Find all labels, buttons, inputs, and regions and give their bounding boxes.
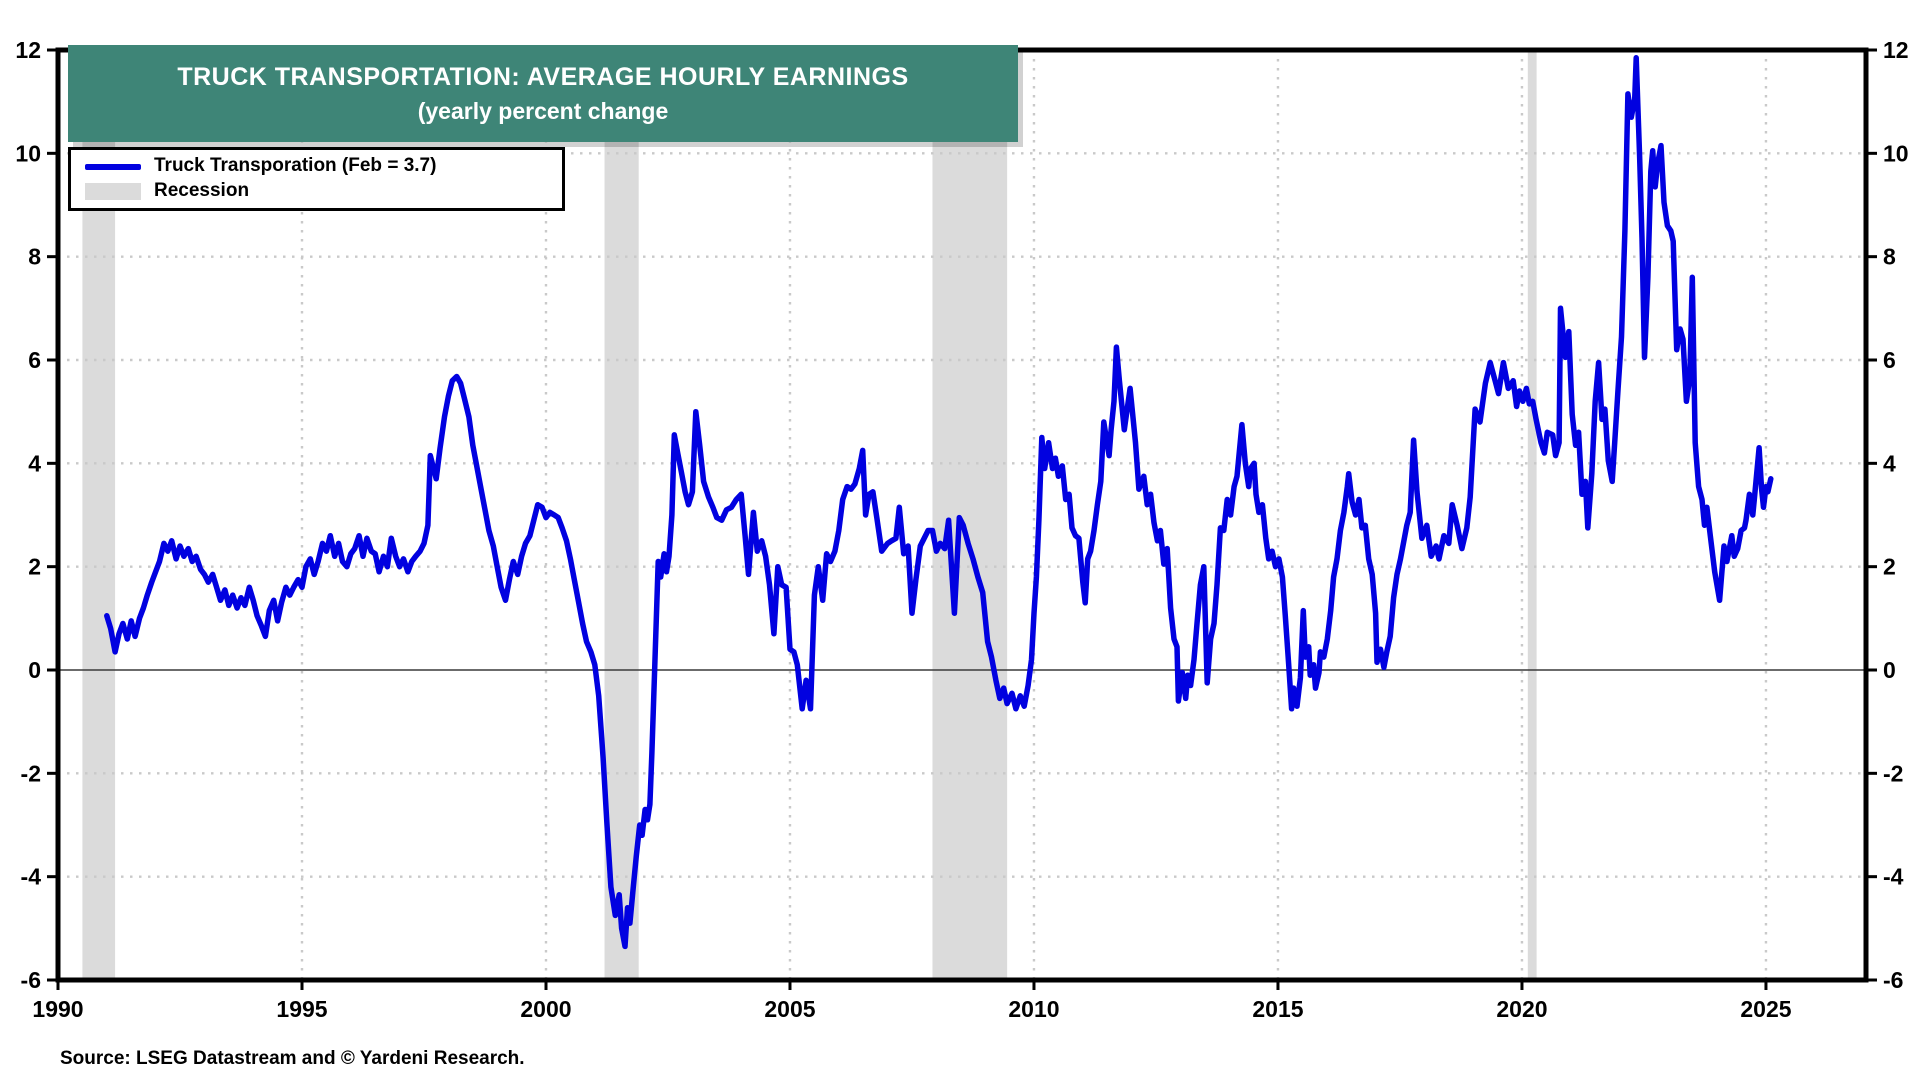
x-axis-label: 2010 — [1008, 996, 1059, 1022]
x-axis-label: 2020 — [1496, 996, 1547, 1022]
y-axis-label-left: -2 — [21, 760, 41, 786]
legend-item-recession: Recession — [85, 180, 562, 202]
y-axis-label-left: 2 — [28, 554, 41, 580]
series-line-truck-transportation — [104, 55, 1774, 950]
legend-swatch-recession — [85, 182, 141, 200]
recession-band — [932, 50, 1008, 980]
x-axis-label: 2005 — [764, 996, 815, 1022]
y-axis-label-right: 6 — [1883, 347, 1896, 373]
x-axis-label: 1990 — [32, 996, 83, 1022]
x-axis-label: 2025 — [1740, 996, 1791, 1022]
legend-swatch-line — [85, 163, 141, 170]
y-axis-label-right: -4 — [1883, 864, 1904, 890]
y-axis-label-right: 8 — [1883, 244, 1896, 270]
chart-title-line1: TRUCK TRANSPORTATION: AVERAGE HOURLY EAR… — [177, 62, 909, 91]
legend-item-series: Truck Transporation (Feb = 3.7) — [85, 155, 562, 177]
chart-title-line2: (yearly percent change — [417, 97, 669, 124]
y-axis-label-right: 12 — [1883, 37, 1909, 63]
legend-label-recession: Recession — [154, 180, 250, 201]
y-axis-label-left: 12 — [15, 37, 41, 63]
source-note: Source: LSEG Datastream and © Yardeni Re… — [60, 1048, 525, 1069]
y-axis-label-left: 8 — [28, 244, 41, 270]
y-axis-label-right: 10 — [1883, 140, 1909, 166]
y-axis-label-right: -6 — [1883, 967, 1903, 993]
y-axis-label-left: 10 — [15, 140, 41, 166]
y-axis-label-left: 0 — [28, 657, 41, 683]
y-axis-label-left: 6 — [28, 347, 41, 373]
x-axis-label: 2015 — [1252, 996, 1303, 1022]
y-axis-label-left: -4 — [21, 864, 42, 890]
x-axis-label: 2000 — [520, 996, 571, 1022]
y-axis-label-right: 0 — [1883, 657, 1896, 683]
recession-band — [604, 50, 639, 980]
y-axis-label-left: -6 — [21, 967, 41, 993]
x-axis-label: 1995 — [276, 996, 327, 1022]
y-axis-label-left: 4 — [28, 450, 41, 476]
legend-label-series: Truck Transporation (Feb = 3.7) — [154, 155, 437, 177]
legend: Truck Transporation (Feb = 3.7) Recessio… — [68, 147, 565, 211]
y-axis-label-right: 2 — [1883, 554, 1896, 580]
y-axis-label-right: 4 — [1883, 450, 1896, 476]
recession-band — [1527, 50, 1537, 980]
y-axis-label-right: -2 — [1883, 760, 1903, 786]
chart-title-banner: TRUCK TRANSPORTATION: AVERAGE HOURLY EAR… — [68, 45, 1018, 142]
